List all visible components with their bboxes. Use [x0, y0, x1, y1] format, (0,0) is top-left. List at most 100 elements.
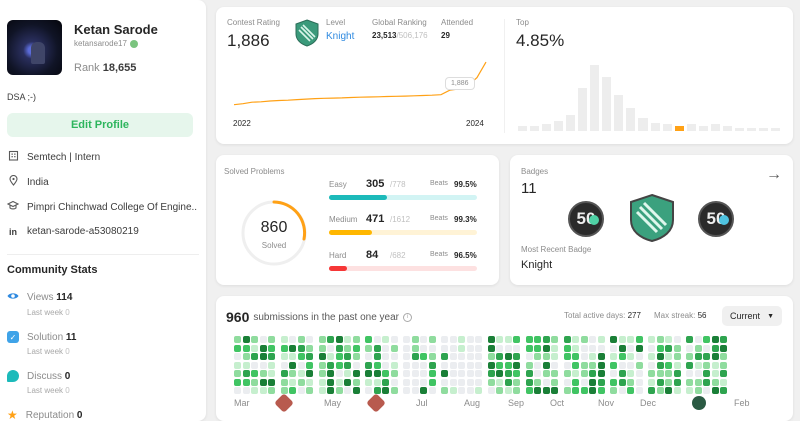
heatmap-cell[interactable]	[610, 344, 617, 352]
heatmap-cell[interactable]	[335, 370, 343, 377]
heatmap-cell[interactable]	[513, 370, 520, 377]
heatmap-cell[interactable]	[458, 378, 465, 386]
heatmap-cell[interactable]	[720, 378, 727, 386]
heatmap-cell[interactable]	[618, 336, 626, 343]
heatmap-cell[interactable]	[335, 361, 343, 369]
heatmap-cell[interactable]	[344, 344, 351, 352]
heatmap-cell[interactable]	[525, 361, 533, 369]
heatmap-cell[interactable]	[673, 336, 681, 343]
heatmap-cell[interactable]	[466, 344, 474, 352]
heatmap-cell[interactable]	[534, 387, 541, 394]
heatmap-cell[interactable]	[458, 344, 465, 352]
heatmap-cell[interactable]	[297, 361, 305, 369]
heatmap-cell[interactable]	[382, 336, 389, 343]
heatmap-cell[interactable]	[496, 353, 503, 360]
heatmap-cell[interactable]	[280, 370, 288, 377]
heatmap-cell[interactable]	[627, 353, 634, 360]
heatmap-cell[interactable]	[318, 344, 326, 352]
heatmap-cell[interactable]	[306, 353, 313, 360]
heatmap-cell[interactable]	[551, 370, 558, 377]
heatmap-cell[interactable]	[403, 336, 410, 343]
heatmap-cell[interactable]	[390, 353, 398, 360]
heatmap-cell[interactable]	[382, 370, 389, 377]
heatmap-cell[interactable]	[441, 387, 448, 394]
heatmap-cell[interactable]	[504, 378, 512, 386]
heatmap-cell[interactable]	[251, 378, 258, 386]
heatmap-cell[interactable]	[711, 370, 719, 377]
heatmap-cell[interactable]	[703, 387, 710, 394]
heatmap-cell[interactable]	[551, 336, 558, 343]
heatmap-cell[interactable]	[411, 353, 419, 360]
heatmap-cell[interactable]	[335, 344, 343, 352]
heatmap-cell[interactable]	[475, 370, 482, 377]
heatmap-cell[interactable]	[618, 378, 626, 386]
heatmap-cell[interactable]	[534, 344, 541, 352]
heatmap-cell[interactable]	[525, 378, 533, 386]
heatmap-cell[interactable]	[513, 344, 520, 352]
heatmap-cell[interactable]	[327, 370, 334, 377]
heatmap-cell[interactable]	[297, 387, 305, 394]
heatmap-cell[interactable]	[335, 378, 343, 386]
heatmap-cell[interactable]	[373, 370, 381, 377]
heatmap-cell[interactable]	[665, 344, 672, 352]
heatmap-cell[interactable]	[635, 370, 643, 377]
heatmap-cell[interactable]	[496, 370, 503, 377]
heatmap-cell[interactable]	[635, 344, 643, 352]
heatmap-cell[interactable]	[513, 336, 520, 343]
heatmap-cell[interactable]	[487, 361, 495, 369]
heatmap-cell[interactable]	[513, 353, 520, 360]
heatmap-cell[interactable]	[441, 378, 448, 386]
heatmap-cell[interactable]	[513, 387, 520, 394]
heatmap-cell[interactable]	[597, 378, 605, 386]
heatmap-cell[interactable]	[327, 378, 334, 386]
heatmap-cell[interactable]	[390, 344, 398, 352]
rating-history-chart[interactable]	[232, 57, 488, 109]
heatmap-cell[interactable]	[458, 361, 465, 369]
heatmap-cell[interactable]	[373, 378, 381, 386]
heatmap-cell[interactable]	[618, 387, 626, 394]
submission-heatmap[interactable]	[234, 336, 782, 396]
heatmap-cell[interactable]	[635, 361, 643, 369]
heatmap-cell[interactable]	[259, 370, 267, 377]
heatmap-cell[interactable]	[589, 353, 596, 360]
year-select-dropdown[interactable]: Current ▼	[722, 306, 782, 326]
heatmap-cell[interactable]	[259, 387, 267, 394]
heatmap-cell[interactable]	[572, 361, 579, 369]
heatmap-cell[interactable]	[234, 336, 241, 343]
heatmap-cell[interactable]	[306, 344, 313, 352]
heatmap-cell[interactable]	[504, 387, 512, 394]
heatmap-cell[interactable]	[344, 387, 351, 394]
heatmap-cell[interactable]	[610, 370, 617, 377]
heatmap-cell[interactable]	[665, 387, 672, 394]
heatmap-cell[interactable]	[665, 361, 672, 369]
heatmap-cell[interactable]	[344, 336, 351, 343]
linkedin-text[interactable]: ketan-sarode-a53080219	[27, 226, 139, 237]
heatmap-cell[interactable]	[242, 336, 250, 343]
heatmap-cell[interactable]	[441, 361, 448, 369]
heatmap-cell[interactable]	[580, 361, 588, 369]
heatmap-cell[interactable]	[635, 387, 643, 394]
heatmap-cell[interactable]	[656, 361, 664, 369]
heatmap-cell[interactable]	[525, 387, 533, 394]
heatmap-cell[interactable]	[572, 387, 579, 394]
heatmap-cell[interactable]	[610, 336, 617, 343]
heatmap-cell[interactable]	[720, 361, 727, 369]
heatmap-cell[interactable]	[289, 361, 296, 369]
heatmap-cell[interactable]	[635, 378, 643, 386]
heatmap-cell[interactable]	[411, 370, 419, 377]
heatmap-cell[interactable]	[648, 361, 655, 369]
heatmap-cell[interactable]	[428, 344, 436, 352]
heatmap-cell[interactable]	[686, 361, 693, 369]
heatmap-cell[interactable]	[420, 370, 427, 377]
heatmap-cell[interactable]	[589, 387, 596, 394]
heatmap-cell[interactable]	[589, 378, 596, 386]
heatmap-cell[interactable]	[496, 378, 503, 386]
heatmap-cell[interactable]	[525, 353, 533, 360]
heatmap-cell[interactable]	[542, 387, 550, 394]
heatmap-cell[interactable]	[648, 387, 655, 394]
heatmap-cell[interactable]	[686, 344, 693, 352]
50-days-badge-2-icon[interactable]: 50	[698, 201, 734, 237]
solved-progress-ring[interactable]	[238, 197, 310, 269]
heatmap-cell[interactable]	[411, 378, 419, 386]
50-days-badge-icon[interactable]: 50	[568, 201, 604, 237]
